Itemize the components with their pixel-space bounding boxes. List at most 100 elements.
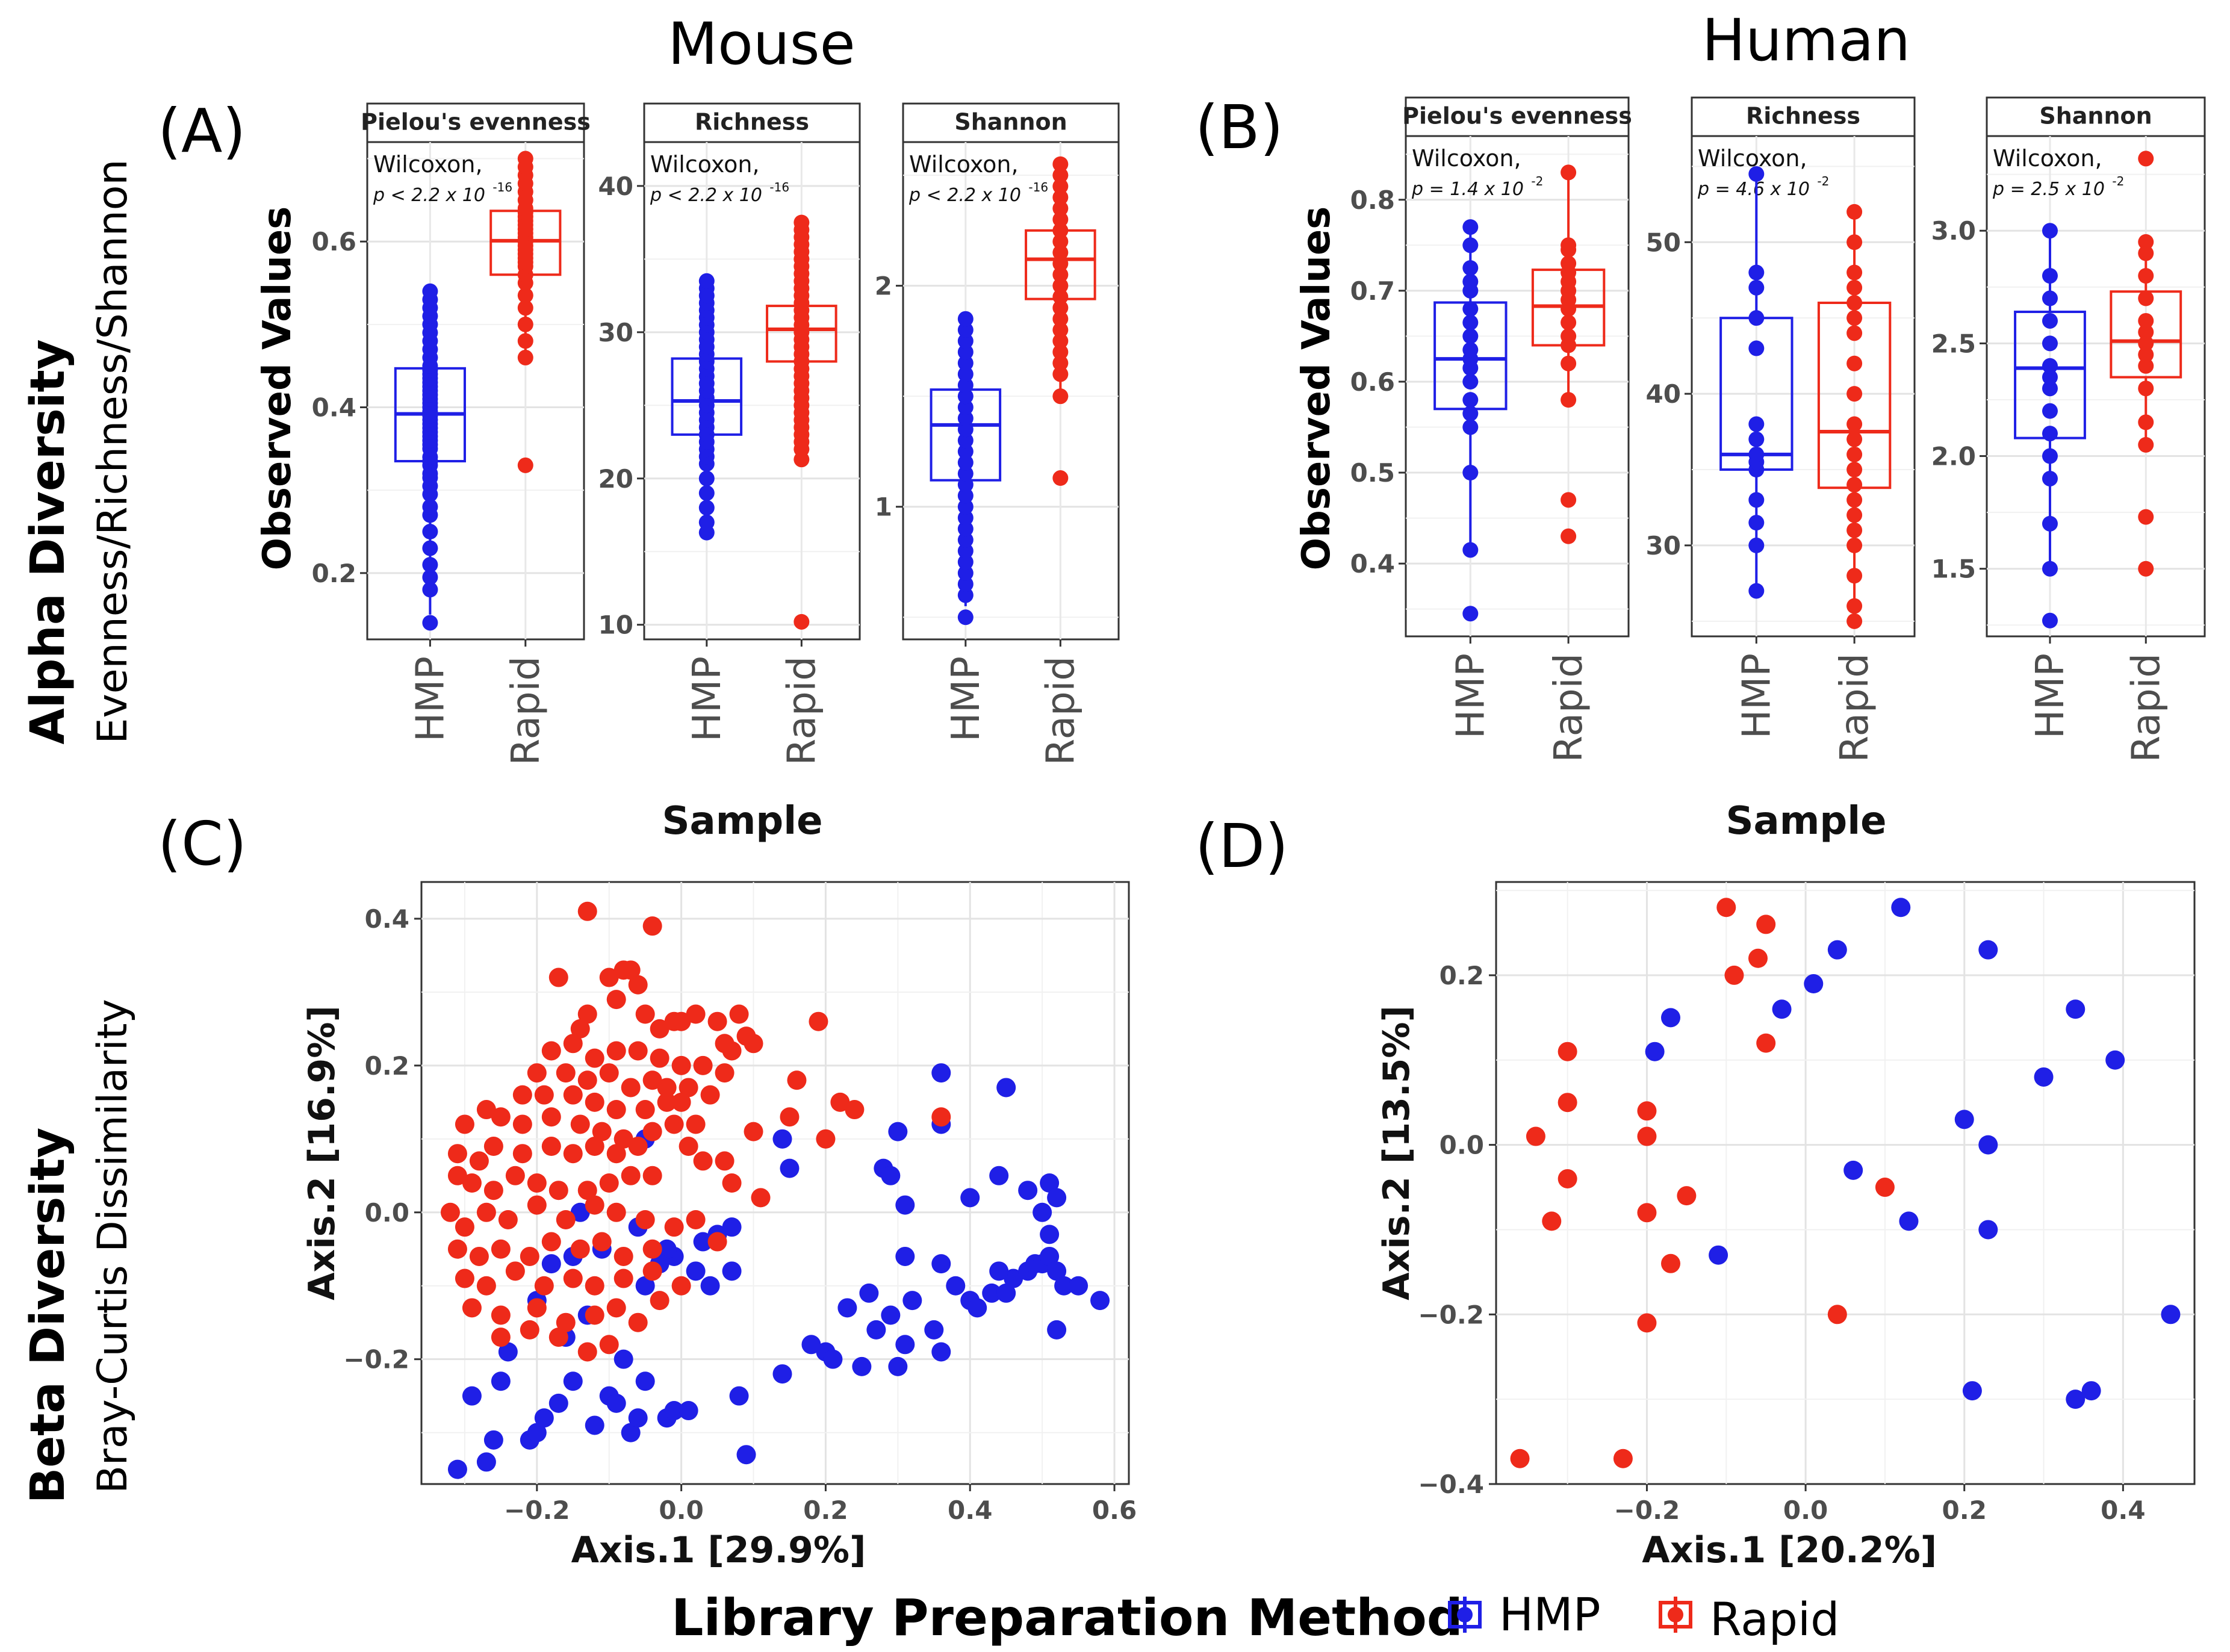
data-point-rapid	[621, 1166, 641, 1185]
data-point	[2138, 335, 2154, 352]
data-point-rapid	[816, 1129, 836, 1149]
data-point-rapid	[642, 1239, 662, 1259]
y-tick-label: 1	[875, 492, 892, 522]
data-point	[422, 615, 438, 631]
strip-header	[1405, 96, 1630, 137]
y-tick-label: −0.4	[1418, 1470, 1484, 1499]
data-point	[2138, 414, 2154, 430]
data-point-hmp	[491, 1371, 511, 1391]
data-point-rapid	[527, 1173, 547, 1193]
data-point-hmp	[2066, 999, 2086, 1019]
data-point	[1462, 419, 1479, 435]
data-point	[2138, 234, 2154, 250]
x-category-label: HMP	[408, 656, 453, 742]
data-point-rapid	[469, 1246, 489, 1266]
data-point-hmp	[1040, 1173, 1060, 1193]
data-point	[517, 333, 533, 349]
data-point-rapid	[931, 1107, 951, 1127]
data-point-rapid	[707, 1011, 727, 1031]
annotation-test: Wilcoxon,	[650, 151, 760, 178]
data-point	[2138, 268, 2154, 284]
data-point-hmp	[895, 1246, 915, 1266]
data-point	[517, 349, 533, 365]
data-point-rapid	[606, 990, 626, 1010]
data-point-hmp	[447, 1459, 467, 1479]
data-point-hmp	[736, 1445, 756, 1465]
group-title-human: Human	[1702, 7, 1910, 74]
data-point	[1462, 237, 1479, 253]
data-point	[1052, 288, 1069, 305]
data-point-hmp	[1054, 1276, 1074, 1296]
data-point-rapid	[512, 1114, 532, 1134]
data-point	[1846, 295, 1863, 311]
panel-label-c: (C)	[158, 809, 247, 879]
data-point-rapid	[556, 1312, 576, 1332]
data-point-hmp	[931, 1342, 951, 1362]
data-point-hmp	[772, 1364, 792, 1384]
data-point	[2042, 358, 2058, 374]
data-point-rapid	[440, 1202, 460, 1222]
data-point-hmp	[866, 1320, 886, 1340]
data-point	[957, 465, 974, 482]
data-point	[957, 477, 974, 493]
data-point	[957, 609, 974, 626]
data-point-hmp	[679, 1401, 698, 1421]
annotation-exponent: -16	[769, 180, 789, 194]
data-point	[1462, 260, 1479, 276]
data-point	[1462, 301, 1479, 317]
data-point-rapid	[570, 1019, 590, 1039]
data-point-hmp	[1804, 974, 1824, 994]
data-point	[1846, 537, 1863, 553]
data-point-rapid	[1542, 1211, 1562, 1231]
data-point	[2042, 290, 2058, 306]
data-point-rapid	[548, 967, 568, 987]
data-point	[957, 432, 974, 449]
data-point-rapid	[642, 1070, 662, 1090]
scatter-chart-mouse-beta: Sample −0.2 0.0 0.2 0.4 0.6 −0.2 0.0 0.2 0.4 Axis.…	[301, 799, 1137, 1571]
data-point	[1462, 392, 1479, 408]
data-point-rapid	[447, 1239, 467, 1259]
data-point-rapid	[505, 1166, 525, 1185]
data-point	[1846, 477, 1863, 493]
data-point-rapid	[1558, 1093, 1577, 1113]
x-tick-label: −0.2	[1614, 1495, 1680, 1525]
data-point	[2042, 612, 2058, 629]
scatter-title: Sample	[1725, 799, 1886, 843]
annotation-pvalue: p < 2.2 x 10	[373, 185, 485, 206]
data-point	[1846, 522, 1863, 538]
data-point	[2138, 312, 2154, 329]
x-category-label: Rapid	[1547, 653, 1591, 762]
data-point	[698, 470, 715, 486]
data-point	[2138, 358, 2154, 374]
annotation-pvalue: p < 2.2 x 10	[650, 185, 762, 206]
data-point-rapid	[462, 1298, 482, 1318]
data-point-rapid	[606, 1298, 626, 1318]
annotation-test: Wilcoxon,	[1412, 145, 1521, 172]
data-point-rapid	[628, 1041, 648, 1061]
data-point	[1561, 237, 1577, 253]
y-tick-label: 0.0	[1440, 1131, 1484, 1160]
plot-frame	[1986, 135, 2206, 638]
data-point-hmp	[946, 1276, 966, 1296]
y-tick-label: 0.2	[1440, 961, 1484, 990]
data-point-rapid	[635, 1210, 655, 1229]
data-point	[1052, 278, 1069, 294]
data-point-rapid	[780, 1107, 800, 1127]
strip-title: Richness	[1746, 103, 1860, 129]
legend-item-rapid: Rapid	[1659, 1592, 1839, 1646]
data-point-hmp	[989, 1261, 1009, 1281]
data-point-rapid	[635, 1004, 655, 1024]
data-point	[1846, 462, 1863, 477]
data-point-hmp	[700, 1276, 720, 1296]
data-point-rapid	[650, 1291, 669, 1311]
data-point	[957, 565, 974, 581]
data-point-hmp	[1047, 1261, 1067, 1281]
data-point	[2042, 560, 2058, 577]
data-point	[517, 287, 533, 303]
data-point-hmp	[664, 1401, 684, 1421]
legend-title: Library Preparation Method	[671, 1588, 1463, 1647]
data-point-rapid	[809, 1011, 828, 1031]
data-point-rapid	[1756, 1033, 1776, 1053]
data-point	[2042, 403, 2058, 419]
annotation-test: Wilcoxon,	[1698, 145, 1807, 172]
